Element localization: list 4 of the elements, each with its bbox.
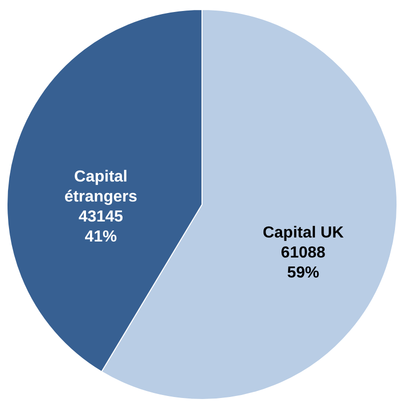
data-label: 61088 59% [280, 244, 326, 282]
slice-label: Capital UK [262, 224, 344, 242]
slice-label: Capital étrangers [64, 168, 138, 206]
data-label: 43145 41% [78, 208, 124, 246]
